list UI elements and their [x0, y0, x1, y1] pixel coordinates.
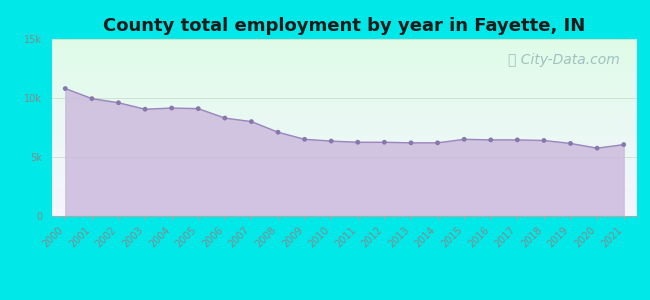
- Point: [60, 86, 70, 91]
- Point: [592, 146, 603, 151]
- Point: [166, 106, 177, 110]
- Point: [432, 140, 443, 145]
- Point: [113, 100, 124, 105]
- Point: [273, 130, 283, 135]
- Point: [220, 116, 230, 121]
- Point: [379, 140, 389, 145]
- Point: [566, 141, 576, 146]
- Text: ⓘ City-Data.com: ⓘ City-Data.com: [508, 53, 619, 67]
- Point: [406, 140, 416, 145]
- Point: [459, 137, 469, 142]
- Point: [140, 107, 150, 112]
- Point: [619, 142, 629, 147]
- Point: [539, 138, 549, 143]
- Point: [326, 139, 337, 143]
- Point: [193, 106, 203, 111]
- Point: [86, 96, 97, 101]
- Point: [352, 140, 363, 145]
- Point: [512, 137, 523, 142]
- Title: County total employment by year in Fayette, IN: County total employment by year in Fayet…: [103, 17, 586, 35]
- Point: [300, 137, 310, 142]
- Point: [486, 137, 496, 142]
- Point: [246, 119, 257, 124]
